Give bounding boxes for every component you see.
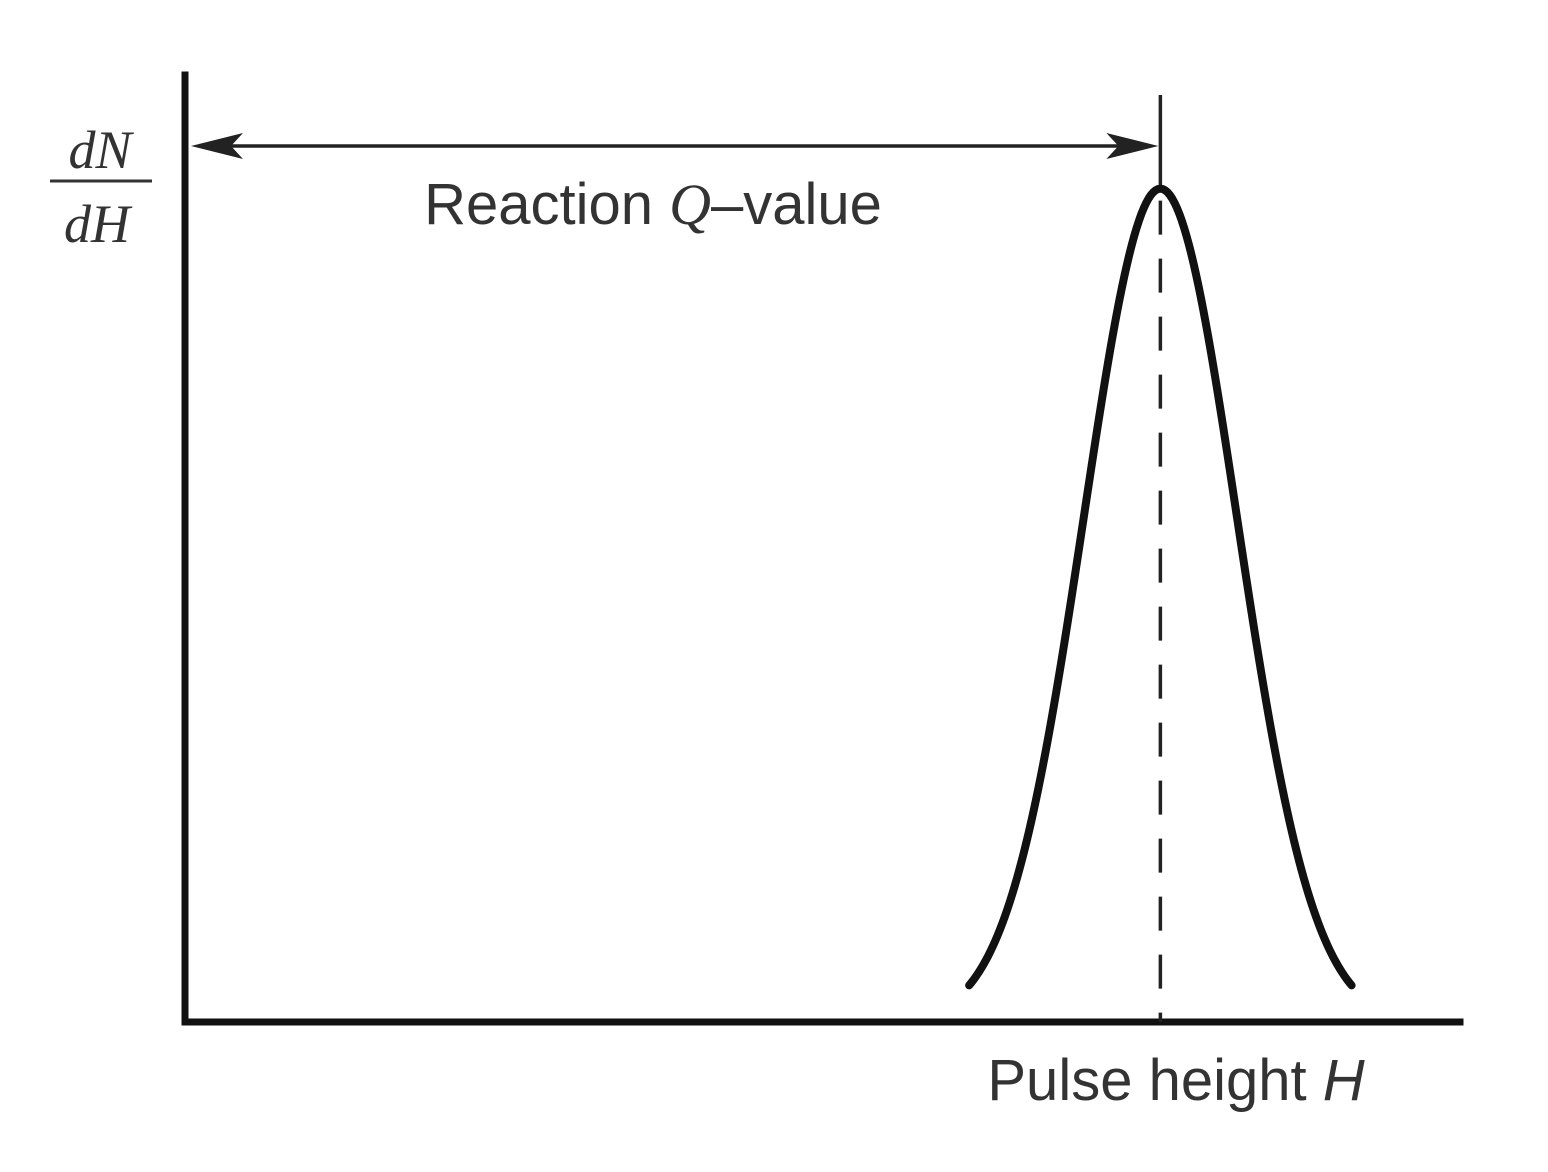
q-value-arrow-left-head (191, 133, 243, 159)
y-axis-label: dN dH (50, 120, 152, 254)
x-axis-label: Pulse height H (987, 1048, 1364, 1113)
y-axis-label-numerator: dN (68, 120, 134, 180)
y-axis-label-denominator: dH (64, 194, 133, 254)
q-value-arrow-right-head (1106, 133, 1159, 159)
peak-curve (965, 184, 1356, 990)
q-value-annotation: Reaction Q–value (191, 133, 1159, 237)
q-value-label: Reaction Q–value (424, 172, 882, 237)
